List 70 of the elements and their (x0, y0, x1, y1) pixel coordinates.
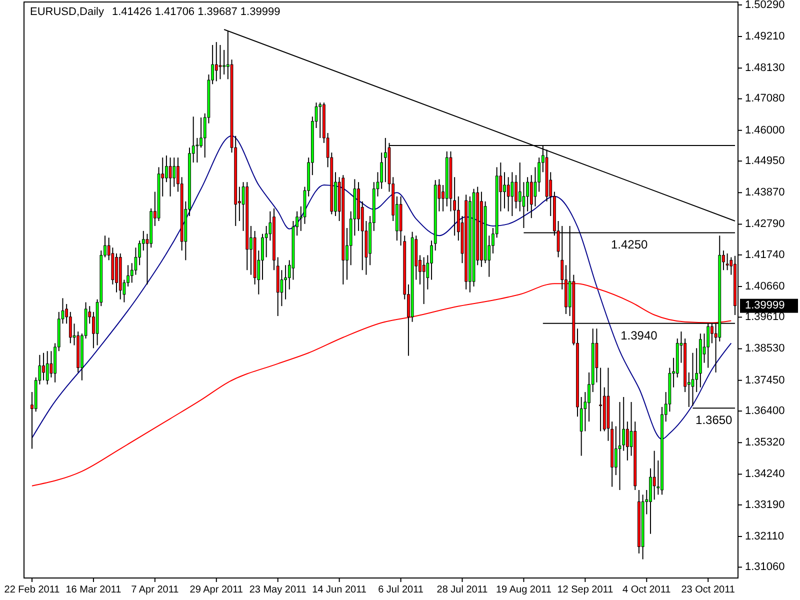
candlestick (68, 311, 72, 344)
x-tick-label: 28 Jul 2011 (436, 584, 488, 596)
y-tick-label: 1.34240 (745, 468, 785, 480)
x-tick-label: 6 Jul 2011 (378, 584, 424, 596)
candlestick (614, 426, 618, 476)
x-tick-label: 19 Aug 2011 (496, 584, 552, 596)
candlestick (510, 172, 514, 217)
chart-title: EURUSD,Daily (30, 6, 104, 18)
candlestick (46, 350, 49, 385)
y-tick-label: 1.40660 (745, 280, 785, 292)
candlestick (506, 176, 510, 212)
x-tick-label: 12 Sep 2011 (557, 584, 614, 596)
y-tick-label: 1.42790 (745, 218, 785, 230)
y-tick-label: 1.46000 (745, 124, 785, 136)
y-tick-label: 1.47080 (745, 92, 785, 105)
candlestick (599, 367, 602, 432)
x-tick-label: 4 Oct 2011 (622, 584, 672, 596)
candlestick (214, 42, 218, 82)
y-tick-label: 1.38530 (745, 342, 785, 355)
y-tick-label: 1.37450 (745, 374, 785, 386)
x-tick-label: 14 Jun 2011 (312, 584, 367, 596)
legend-label: 1.3650 (696, 413, 733, 428)
y-tick-label: 1.48130 (745, 62, 785, 74)
candlestick (200, 116, 202, 148)
series-label: 1.3940 (620, 328, 658, 342)
candlestick (618, 401, 622, 490)
candlestick (50, 350, 53, 378)
candlestick (42, 352, 45, 381)
x-tick-label: 16 Mar 2011 (66, 584, 122, 596)
candlestick (626, 421, 629, 461)
x-tick-label: 23 Oct 2011 (681, 584, 736, 596)
candlestick (726, 252, 729, 271)
line-series (32, 135, 732, 440)
candlestick (430, 240, 433, 280)
candlestick (526, 176, 529, 212)
y-tick-label: 1.35320 (745, 436, 785, 449)
y-tick-label: 1.32110 (745, 530, 784, 542)
candlestick (503, 172, 506, 209)
candlestick (453, 176, 456, 236)
y-tick-label: 1.44950 (745, 154, 785, 167)
y-tick-label: 1.31060 (745, 561, 785, 574)
candlestick (380, 152, 384, 190)
y-tick-label: 1.36400 (745, 404, 785, 417)
y-tick-label: 1.33190 (745, 498, 785, 511)
x-tick-label: 7 Apr 2011 (131, 584, 180, 596)
candlestick (284, 264, 287, 300)
chart-subtitle: 1.41426 1.41706 1.39687 1.39999 (112, 6, 280, 18)
candlestick (172, 157, 176, 188)
x-tick-label: 23 May 2011 (249, 584, 307, 596)
candlestick (422, 256, 426, 305)
candlestick (218, 44, 222, 80)
y-tick-label: 1.50290 (745, 0, 785, 11)
text: 1.39999 (745, 300, 785, 312)
y-tick-label: 1.43870 (745, 186, 785, 199)
y-tick-label: 1.49210 (745, 30, 785, 42)
line-series (32, 283, 732, 486)
candlestick (514, 174, 518, 209)
candlestick (318, 102, 322, 138)
x-tick-label: 22 Feb 2011 (4, 584, 60, 596)
candlestick (280, 270, 284, 307)
candlestick (165, 155, 168, 183)
y-tick-label: 1.41740 (745, 248, 785, 261)
x-tick-label: 29 Apr 2011 (190, 584, 244, 596)
candlestick (384, 137, 387, 183)
y-tick-label: 1.39610 (745, 311, 785, 324)
candlestick (168, 157, 172, 197)
series-label: 1.4250 (611, 238, 648, 252)
candlestick (222, 49, 226, 76)
candlestick (652, 450, 656, 500)
candlestick (261, 233, 264, 280)
